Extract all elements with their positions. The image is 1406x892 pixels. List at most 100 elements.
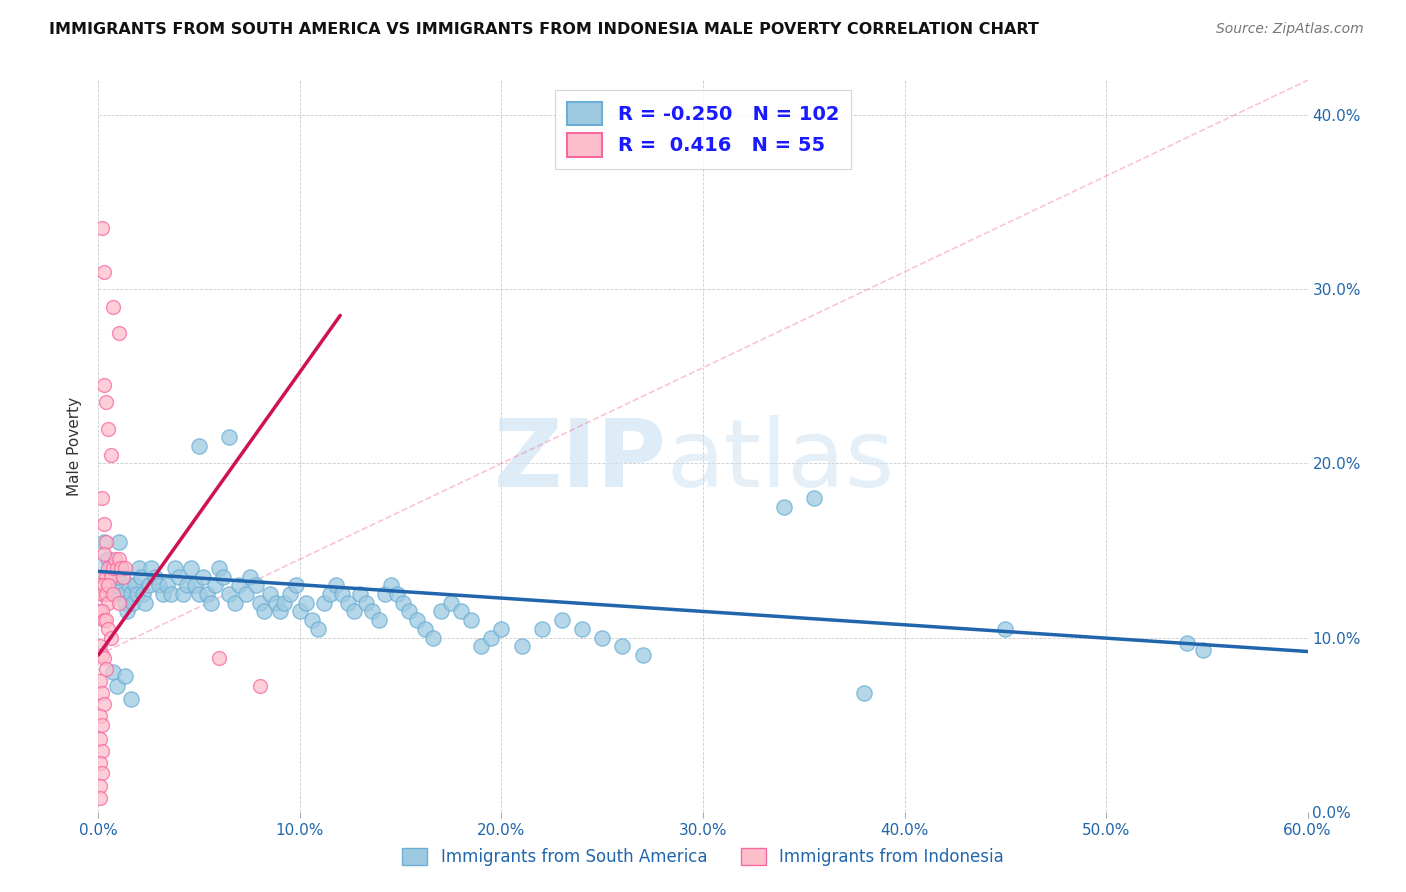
Point — [314, 596, 336, 610]
Point — [103, 552, 125, 566]
Point — [120, 691, 142, 706]
Point — [405, 613, 427, 627]
Point — [212, 569, 235, 583]
Point — [89, 674, 111, 689]
Point — [591, 631, 613, 645]
Point — [103, 578, 125, 592]
Text: atlas: atlas — [666, 415, 896, 507]
Point — [398, 604, 420, 618]
Point — [89, 731, 111, 746]
Point — [111, 569, 134, 583]
Point — [273, 596, 295, 610]
Point — [172, 587, 194, 601]
Point — [208, 561, 231, 575]
Point — [143, 569, 166, 583]
Point — [460, 613, 482, 627]
Point — [440, 596, 463, 610]
Point — [337, 596, 360, 610]
Point — [156, 578, 179, 592]
Point — [413, 622, 436, 636]
Point — [631, 648, 654, 662]
Point — [96, 395, 118, 409]
Point — [93, 587, 115, 601]
Point — [1191, 642, 1213, 657]
Point — [132, 587, 155, 601]
Point — [91, 491, 114, 506]
Point — [284, 578, 307, 592]
Point — [148, 578, 170, 592]
Point — [110, 561, 132, 575]
Point — [91, 569, 114, 583]
Point — [107, 326, 129, 340]
Point — [101, 561, 124, 575]
Point — [93, 578, 115, 592]
Point — [110, 561, 132, 575]
Point — [450, 604, 472, 618]
Point — [97, 596, 120, 610]
Point — [245, 578, 267, 592]
Point — [89, 604, 111, 618]
Point — [105, 679, 128, 693]
Point — [184, 578, 207, 592]
Point — [115, 604, 138, 618]
Point — [100, 448, 122, 462]
Point — [107, 534, 129, 549]
Point — [134, 596, 156, 610]
Point — [91, 744, 114, 758]
Point — [101, 587, 124, 601]
Point — [114, 669, 136, 683]
Point — [96, 587, 118, 601]
Point — [100, 561, 122, 575]
Point — [422, 631, 444, 645]
Point — [385, 587, 408, 601]
Legend: Immigrants from South America, Immigrants from Indonesia: Immigrants from South America, Immigrant… — [395, 841, 1011, 873]
Point — [470, 640, 492, 654]
Point — [343, 604, 366, 618]
Point — [97, 552, 120, 566]
Point — [91, 717, 114, 731]
Point — [89, 779, 111, 793]
Point — [89, 709, 111, 723]
Point — [249, 596, 271, 610]
Point — [1175, 636, 1198, 650]
Point — [188, 439, 211, 453]
Legend: R = -0.250   N = 102, R =  0.416   N = 55: R = -0.250 N = 102, R = 0.416 N = 55 — [555, 90, 851, 169]
Point — [301, 613, 323, 627]
Point — [612, 640, 634, 654]
Point — [803, 491, 825, 506]
Point — [101, 569, 124, 583]
Point — [100, 631, 122, 645]
Point — [105, 569, 128, 583]
Point — [111, 587, 134, 601]
Point — [91, 686, 114, 700]
Point — [160, 587, 183, 601]
Point — [218, 430, 240, 444]
Point — [96, 569, 118, 583]
Point — [361, 604, 384, 618]
Point — [91, 221, 114, 235]
Point — [349, 587, 371, 601]
Point — [105, 561, 128, 575]
Point — [264, 596, 287, 610]
Point — [295, 596, 318, 610]
Point — [167, 569, 190, 583]
Point — [89, 756, 111, 770]
Point — [91, 648, 114, 662]
Point — [188, 587, 211, 601]
Point — [138, 578, 160, 592]
Point — [97, 622, 120, 636]
Text: IMMIGRANTS FROM SOUTH AMERICA VS IMMIGRANTS FROM INDONESIA MALE POVERTY CORRELAT: IMMIGRANTS FROM SOUTH AMERICA VS IMMIGRA… — [49, 22, 1039, 37]
Y-axis label: Male Poverty: Male Poverty — [67, 396, 83, 496]
Point — [218, 587, 240, 601]
Point — [163, 561, 186, 575]
Point — [772, 500, 794, 514]
Point — [97, 578, 120, 592]
Point — [152, 587, 174, 601]
Point — [269, 604, 291, 618]
Point — [278, 587, 301, 601]
Point — [89, 578, 111, 592]
Point — [93, 697, 115, 711]
Point — [330, 587, 353, 601]
Point — [121, 596, 143, 610]
Point — [107, 552, 129, 566]
